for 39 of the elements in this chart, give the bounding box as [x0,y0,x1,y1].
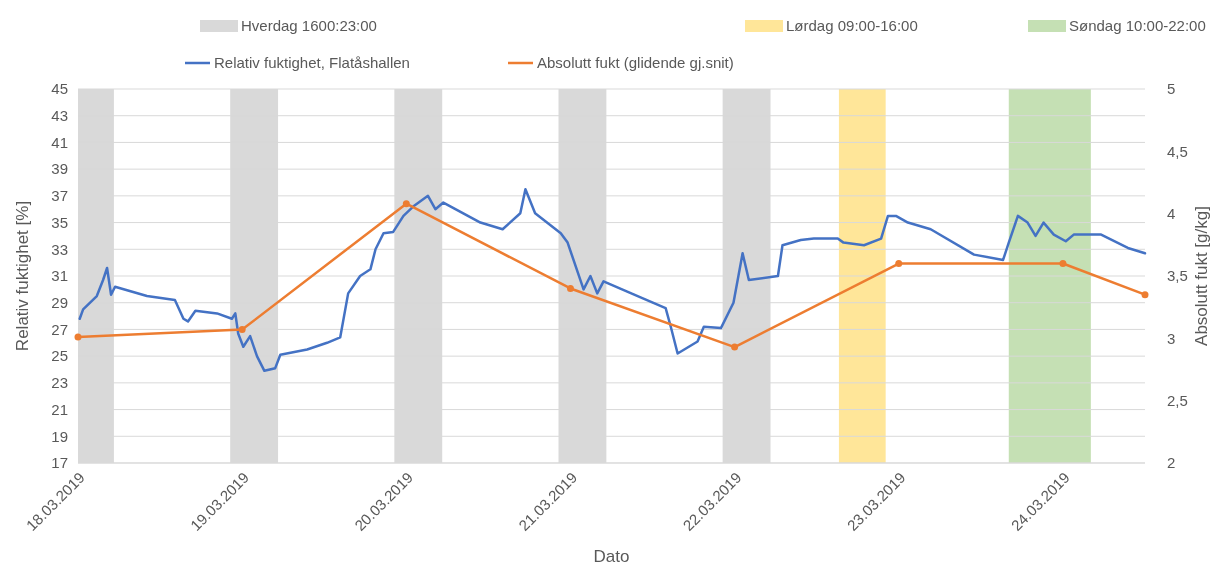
legend-label: Hverdag 1600:23:00 [241,17,377,35]
point [238,326,246,334]
y-tick-label: 27 [51,320,68,338]
y2-tick-label: 3,5 [1167,267,1188,285]
y2-tick-label: 5 [1167,80,1176,98]
y2-axis-title: Absolutt fukt [g/kg] [1192,206,1211,346]
y-tick-label: 31 [51,267,68,285]
y2-tick-label: 4 [1167,204,1176,222]
y-tick-label: 41 [51,133,68,151]
y2-tick-label: 2,5 [1167,391,1188,409]
legend-label: Absolutt fukt (glidende gj.snit) [537,54,734,72]
legend-label: Søndag 10:00-22:00 [1069,17,1206,35]
y-tick-label: 33 [51,240,68,258]
legend-label: Lørdag 09:00-16:00 [786,17,918,35]
point [1141,291,1149,299]
y-tick-label: 25 [51,347,68,365]
legend-label: Relativ fuktighet, Flatåshallen [214,54,410,72]
y-tick-label: 17 [51,454,68,472]
y-tick-label: 43 [51,106,68,124]
x-axis-title: Dato [593,547,630,565]
point [895,260,903,268]
line-series [78,187,1147,373]
y2-tick-label: 3 [1167,329,1176,347]
point [402,200,410,208]
point [1059,260,1067,268]
y-tick-label: 35 [51,213,68,231]
y-axis-title: Relativ fuktighet [%] [13,200,32,352]
point [74,333,82,341]
y-tick-label: 23 [51,374,68,392]
y-tick-label: 37 [51,187,68,205]
y-tick-label: 29 [51,293,68,311]
point [566,284,574,292]
y-tick-label: 21 [51,400,68,418]
y-tick-label: 39 [51,160,68,178]
y-tick-label: 19 [51,427,68,445]
y2-tick-label: 4,5 [1167,142,1188,160]
point [731,343,739,351]
y-tick-label: 45 [51,80,68,98]
y2-tick-label: 2 [1167,454,1176,472]
